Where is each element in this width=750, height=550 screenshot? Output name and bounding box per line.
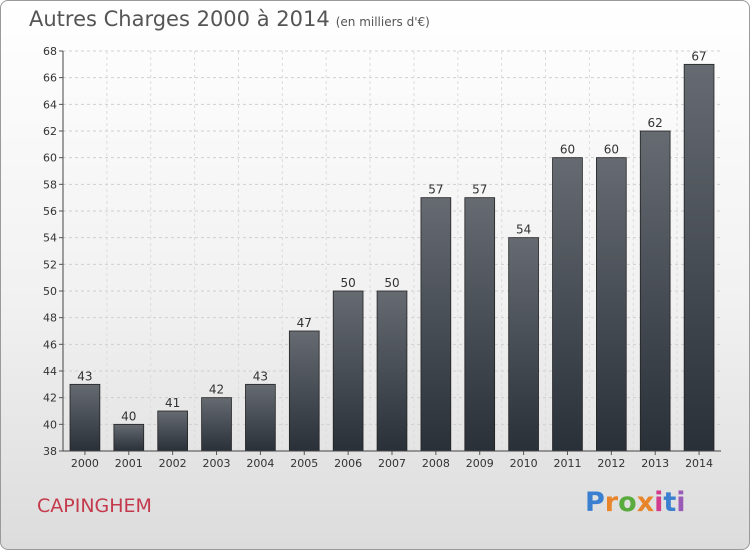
y-tick-label: 62 [43,125,57,138]
y-tick-label: 40 [43,418,57,431]
logo-letter: i [654,487,664,518]
x-tick-label: 2014 [685,457,713,470]
bar-value-label: 54 [516,223,531,237]
logo-letter: P [585,487,605,518]
bar-value-label: 60 [560,143,575,157]
y-tick-label: 60 [43,152,57,165]
logo-letter: o [618,487,637,518]
bar [113,423,145,452]
y-tick-label: 44 [43,365,57,378]
bar-value-label: 60 [604,143,619,157]
bar-value-label: 57 [472,183,487,197]
logo-letter: x [636,487,655,518]
bar-value-label: 50 [384,276,399,290]
bar [332,290,364,452]
bar-value-label: 43 [253,369,268,383]
logo-letter: r [604,487,619,518]
x-tick-label: 2007 [378,457,406,470]
x-tick-label: 2002 [159,457,187,470]
x-tick-label: 2005 [290,457,318,470]
y-tick-label: 58 [43,178,57,191]
x-tick-label: 2012 [597,457,625,470]
y-tick-label: 50 [43,285,57,298]
logo-letter: i [676,487,686,518]
bar [639,130,671,452]
y-tick-label: 66 [43,72,57,85]
y-tick-label: 68 [43,45,57,58]
bar-value-label: 43 [77,369,92,383]
bar-value-label: 40 [121,409,136,423]
x-tick-label: 2001 [115,457,143,470]
city-name: CAPINGHEM [37,495,152,517]
bar [552,157,583,452]
chart-title: Autres Charges 2000 à 2014 [29,7,330,31]
bar-value-label: 47 [297,316,312,330]
x-tick-label: 2010 [510,457,538,470]
chart-subtitle: (en milliers d'€) [335,15,430,29]
bar [201,397,232,452]
bar-value-label: 62 [648,116,663,130]
logo-letter: t [663,487,677,518]
y-tick-label: 64 [43,98,57,111]
bar-value-label: 50 [340,276,355,290]
bar [157,410,188,452]
y-tick-label: 56 [43,205,57,218]
bar [245,383,276,452]
bar [420,197,452,452]
bar [508,237,539,452]
bar-value-label: 67 [691,49,706,63]
x-tick-label: 2000 [71,457,99,470]
y-tick-label: 38 [43,445,57,458]
y-tick-label: 52 [43,258,57,271]
x-tick-label: 2003 [203,457,231,470]
x-tick-label: 2011 [553,457,581,470]
bar [288,330,320,452]
title-row: Autres Charges 2000 à 2014 (en milliers d… [29,7,430,31]
x-tick-label: 2006 [334,457,362,470]
y-tick-label: 46 [43,338,57,351]
bar-value-label: 41 [165,396,180,410]
y-tick-label: 42 [43,392,57,405]
bar [683,63,715,452]
x-tick-label: 2009 [466,457,494,470]
bar-value-label: 57 [428,183,443,197]
bar [69,383,101,452]
y-tick-label: 48 [43,312,57,325]
x-tick-label: 2013 [641,457,669,470]
bar [596,157,627,452]
x-tick-label: 2008 [422,457,450,470]
bar [376,290,408,452]
y-tick-label: 54 [43,232,57,245]
proxiti-logo: Proxiti [585,487,686,518]
x-tick-label: 2004 [246,457,274,470]
bar [464,197,496,452]
bar-value-label: 42 [209,383,224,397]
